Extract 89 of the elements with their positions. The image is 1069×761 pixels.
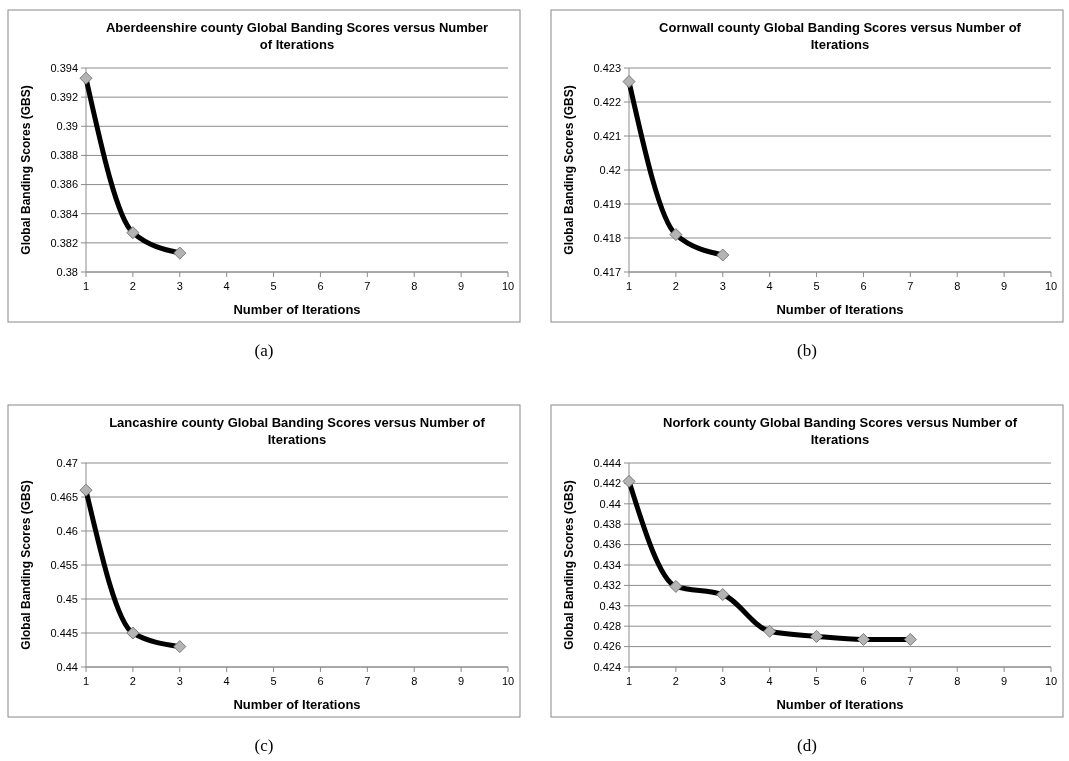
chart-title: Aberdeenshire county Global Banding Scores versus Number of Iterations — [105, 20, 489, 52]
y-tick-label: 0.424 — [593, 660, 621, 673]
text: (c) — [254, 736, 274, 755]
x-tick-label: 9 — [458, 280, 465, 292]
x-tick-label: 5 — [813, 280, 820, 292]
y-tick-label: 0.438 — [593, 518, 621, 531]
y-tick-label: 0.417 — [593, 265, 621, 278]
y-tick-label: 0.423 — [593, 61, 621, 74]
y-tick-label: 0.422 — [593, 95, 621, 108]
x-tick-label: 9 — [1001, 675, 1008, 687]
y-axis-title: Global Banding Scores (GBS) — [19, 480, 33, 650]
y-axis-title: Global Banding Scores (GBS) — [562, 85, 576, 255]
y-tick-label: 0.38 — [56, 265, 78, 278]
y-tick-label: 0.442 — [593, 477, 621, 490]
y-tick-label: 0.47 — [56, 456, 78, 469]
x-tick-label: 9 — [458, 675, 465, 687]
x-tick-label: 8 — [411, 280, 418, 292]
x-tick-label: 3 — [719, 675, 726, 687]
y-axis-title: Global Banding Scores (GBS) — [19, 85, 33, 255]
x-tick-label: 7 — [907, 280, 914, 292]
x-tick-label: 8 — [954, 280, 961, 292]
x-tick-label: 2 — [129, 675, 136, 687]
y-tick-label: 0.46 — [56, 524, 78, 537]
x-tick-label: 1 — [82, 280, 90, 292]
x-tick-label: 10 — [501, 675, 515, 687]
x-tick-label: 10 — [1044, 675, 1058, 687]
y-tick-label: 0.44 — [599, 497, 621, 510]
y-tick-label: 0.45 — [56, 592, 78, 605]
x-tick-label: 1 — [625, 280, 633, 292]
x-tick-label: 6 — [860, 675, 867, 687]
y-tick-label: 0.426 — [593, 640, 621, 653]
x-tick-label: 2 — [129, 280, 136, 292]
y-tick-label: 0.388 — [50, 149, 78, 162]
x-tick-label: 2 — [672, 675, 679, 687]
y-tick-label: 0.434 — [593, 558, 621, 571]
chart-title: Norfork county Global Banding Scores versus Number of Iterations — [663, 415, 1018, 447]
x-tick-label: 1 — [82, 675, 90, 687]
x-axis-title: Number of Iterations — [233, 697, 361, 712]
y-tick-label: 0.436 — [593, 538, 621, 551]
chart-title: Lancashire county Global Banding Scores versus Number of Iterations — [109, 415, 486, 447]
y-tick-label: 0.455 — [50, 558, 78, 571]
text: (b) — [797, 341, 817, 360]
x-tick-label: 1 — [625, 675, 633, 687]
y-tick-label: 0.39 — [56, 120, 78, 133]
x-tick-label: 5 — [270, 280, 277, 292]
x-tick-label: 6 — [317, 280, 324, 292]
y-tick-label: 0.465 — [50, 490, 78, 503]
y-tick-label: 0.432 — [593, 579, 621, 592]
text: (a) — [254, 341, 274, 360]
y-tick-label: 0.384 — [50, 207, 78, 220]
x-tick-label: 4 — [766, 280, 773, 292]
x-tick-label: 8 — [411, 675, 418, 687]
y-tick-label: 0.44 — [56, 660, 78, 673]
x-tick-label: 5 — [813, 675, 820, 687]
x-tick-label: 6 — [317, 675, 324, 687]
x-tick-label: 3 — [719, 280, 726, 292]
x-axis-title: Number of Iterations — [776, 697, 904, 712]
x-tick-label: 10 — [501, 280, 515, 292]
text: (d) — [797, 736, 817, 755]
y-tick-label: 0.428 — [593, 620, 621, 633]
x-tick-label: 10 — [1044, 280, 1058, 292]
x-axis-title: Number of Iterations — [776, 302, 904, 317]
x-tick-label: 7 — [364, 675, 371, 687]
chart-title: Cornwall county Global Banding Scores versus Number of Iterations — [659, 20, 1022, 52]
y-tick-label: 0.382 — [50, 236, 78, 249]
y-tick-label: 0.43 — [599, 599, 621, 612]
x-tick-label: 4 — [223, 675, 230, 687]
y-tick-label: 0.394 — [50, 61, 78, 74]
y-tick-label: 0.444 — [593, 456, 621, 469]
y-tick-label: 0.421 — [593, 129, 621, 142]
y-tick-label: 0.419 — [593, 197, 621, 210]
x-tick-label: 2 — [672, 280, 679, 292]
x-axis-title: Number of Iterations — [233, 302, 361, 317]
x-tick-label: 7 — [907, 675, 914, 687]
x-tick-label: 3 — [176, 675, 183, 687]
x-tick-label: 4 — [223, 280, 230, 292]
x-tick-label: 4 — [766, 675, 773, 687]
x-tick-label: 8 — [954, 675, 961, 687]
x-tick-label: 9 — [1001, 280, 1008, 292]
x-tick-label: 5 — [270, 675, 277, 687]
y-tick-label: 0.445 — [50, 626, 78, 639]
y-tick-label: 0.42 — [599, 163, 621, 176]
y-tick-label: 0.386 — [50, 178, 78, 191]
y-tick-label: 0.392 — [50, 90, 78, 103]
y-tick-label: 0.418 — [593, 231, 621, 244]
y-axis-title: Global Banding Scores (GBS) — [562, 480, 576, 650]
x-tick-label: 7 — [364, 280, 371, 292]
x-tick-label: 3 — [176, 280, 183, 292]
x-tick-label: 6 — [860, 280, 867, 292]
